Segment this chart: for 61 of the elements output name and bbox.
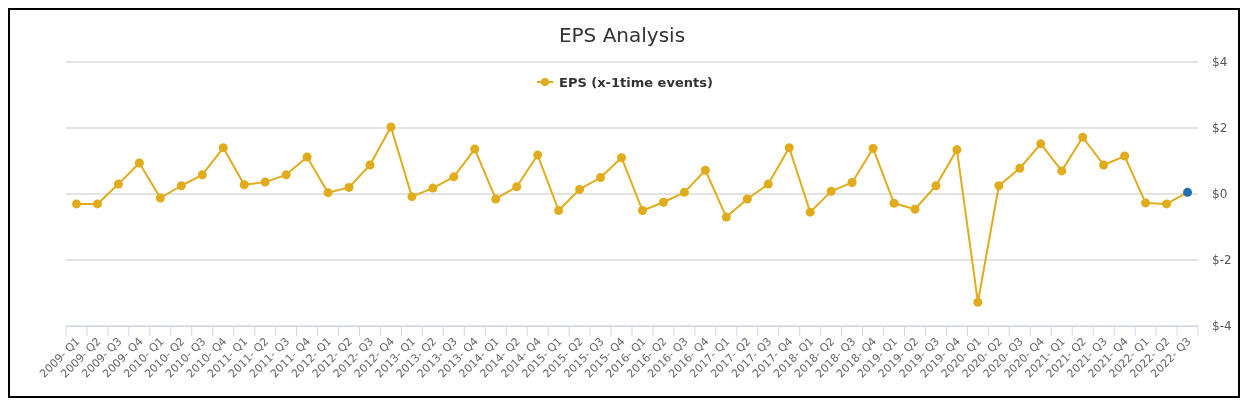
point <box>155 193 165 203</box>
point <box>512 182 522 192</box>
point <box>344 182 354 192</box>
point <box>826 186 836 196</box>
point <box>260 177 270 187</box>
point <box>1120 151 1130 161</box>
y-tick-label: $-2 <box>1212 253 1232 268</box>
point <box>428 183 438 193</box>
point <box>239 180 249 190</box>
point <box>302 152 312 162</box>
point <box>868 143 878 153</box>
legend-label: EPS (x-1time events) <box>559 74 713 90</box>
point <box>1078 132 1088 142</box>
y-tick-label: $0 <box>1212 187 1228 202</box>
point <box>889 198 899 208</box>
point <box>1141 198 1151 208</box>
point <box>470 144 480 154</box>
point <box>1162 199 1172 209</box>
point <box>784 143 794 153</box>
point <box>554 206 564 215</box>
point <box>92 199 102 209</box>
y-tick-label: $-4 <box>1212 319 1232 334</box>
point <box>218 143 228 153</box>
point <box>742 194 752 204</box>
point <box>952 145 962 155</box>
point <box>721 212 731 222</box>
point <box>805 207 815 217</box>
point <box>407 192 417 202</box>
point <box>575 184 585 194</box>
point <box>176 181 186 191</box>
point <box>617 153 627 163</box>
point <box>323 188 333 198</box>
point <box>365 160 375 170</box>
point <box>763 179 773 189</box>
point <box>847 177 857 187</box>
point <box>491 194 501 204</box>
point <box>596 173 606 182</box>
point <box>994 181 1004 191</box>
point <box>71 199 81 209</box>
point <box>658 197 668 207</box>
y-tick-label: $2 <box>1212 121 1228 136</box>
point <box>1015 163 1025 173</box>
point <box>449 172 459 182</box>
point <box>1057 166 1067 176</box>
point <box>113 179 123 189</box>
chart-title: EPS Analysis <box>558 23 686 47</box>
point <box>1183 187 1193 197</box>
point <box>910 204 920 214</box>
point <box>973 297 983 307</box>
point <box>679 187 689 197</box>
point <box>931 181 941 191</box>
point <box>281 170 291 180</box>
point <box>386 122 396 132</box>
point <box>1099 160 1109 170</box>
y-tick-label: $4 <box>1212 55 1228 70</box>
point <box>700 165 710 175</box>
point <box>1036 139 1046 149</box>
point <box>533 150 543 160</box>
point <box>197 170 207 180</box>
point <box>637 206 647 215</box>
point <box>134 158 144 168</box>
